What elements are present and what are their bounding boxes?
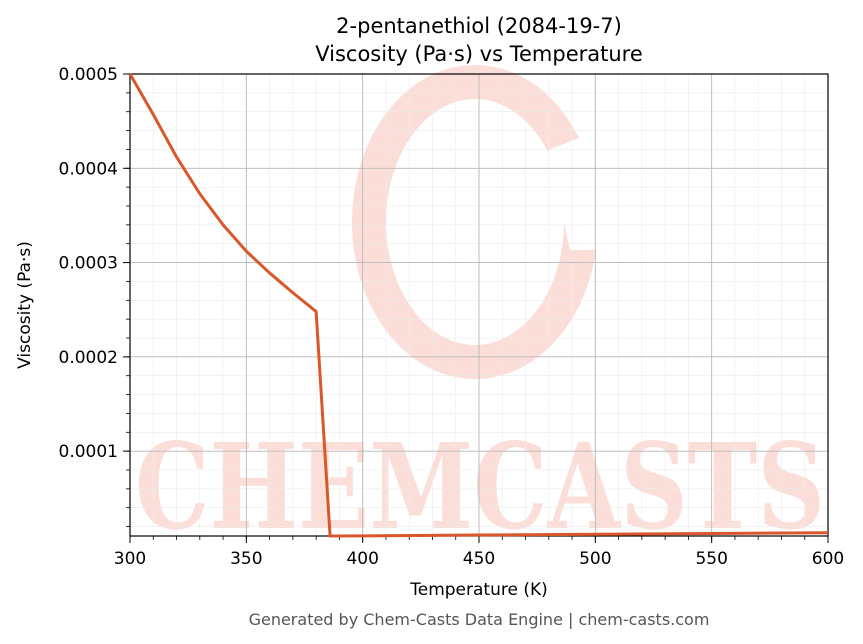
x-tick-label: 350 [230, 549, 262, 569]
x-tick-labels: 300 350 400 450 500 550 600 [114, 549, 844, 569]
y-tick-label: 0.0001 [59, 442, 118, 462]
chart-subtitle: Viscosity (Pa·s) vs Temperature [315, 42, 643, 66]
axis-ticks [123, 73, 829, 543]
x-tick-label: 550 [695, 549, 727, 569]
y-tick-labels: 0.0001 0.0002 0.0003 0.0004 0.0005 [59, 65, 118, 462]
footer-credit: Generated by Chem-Casts Data Engine | ch… [249, 610, 710, 629]
y-axis-label: Viscosity (Pa·s) [15, 241, 35, 369]
watermark-swirl-gap [548, 130, 600, 250]
y-tick-label: 0.0003 [59, 254, 118, 274]
x-tick-label: 400 [346, 549, 378, 569]
series-line [128, 73, 829, 538]
x-tick-label: 450 [463, 549, 495, 569]
x-axis-label: Temperature (K) [409, 580, 548, 600]
y-tick-label: 0.0004 [59, 159, 118, 179]
x-tick-label: 300 [114, 549, 146, 569]
chart-title: 2-pentanethiol (2084-19-7) [336, 14, 622, 38]
x-tick-label: 500 [579, 549, 611, 569]
y-tick-label: 0.0005 [59, 65, 118, 85]
y-tick-label: 0.0002 [59, 348, 118, 368]
watermark-swirl [352, 65, 598, 379]
x-tick-label: 600 [812, 549, 844, 569]
